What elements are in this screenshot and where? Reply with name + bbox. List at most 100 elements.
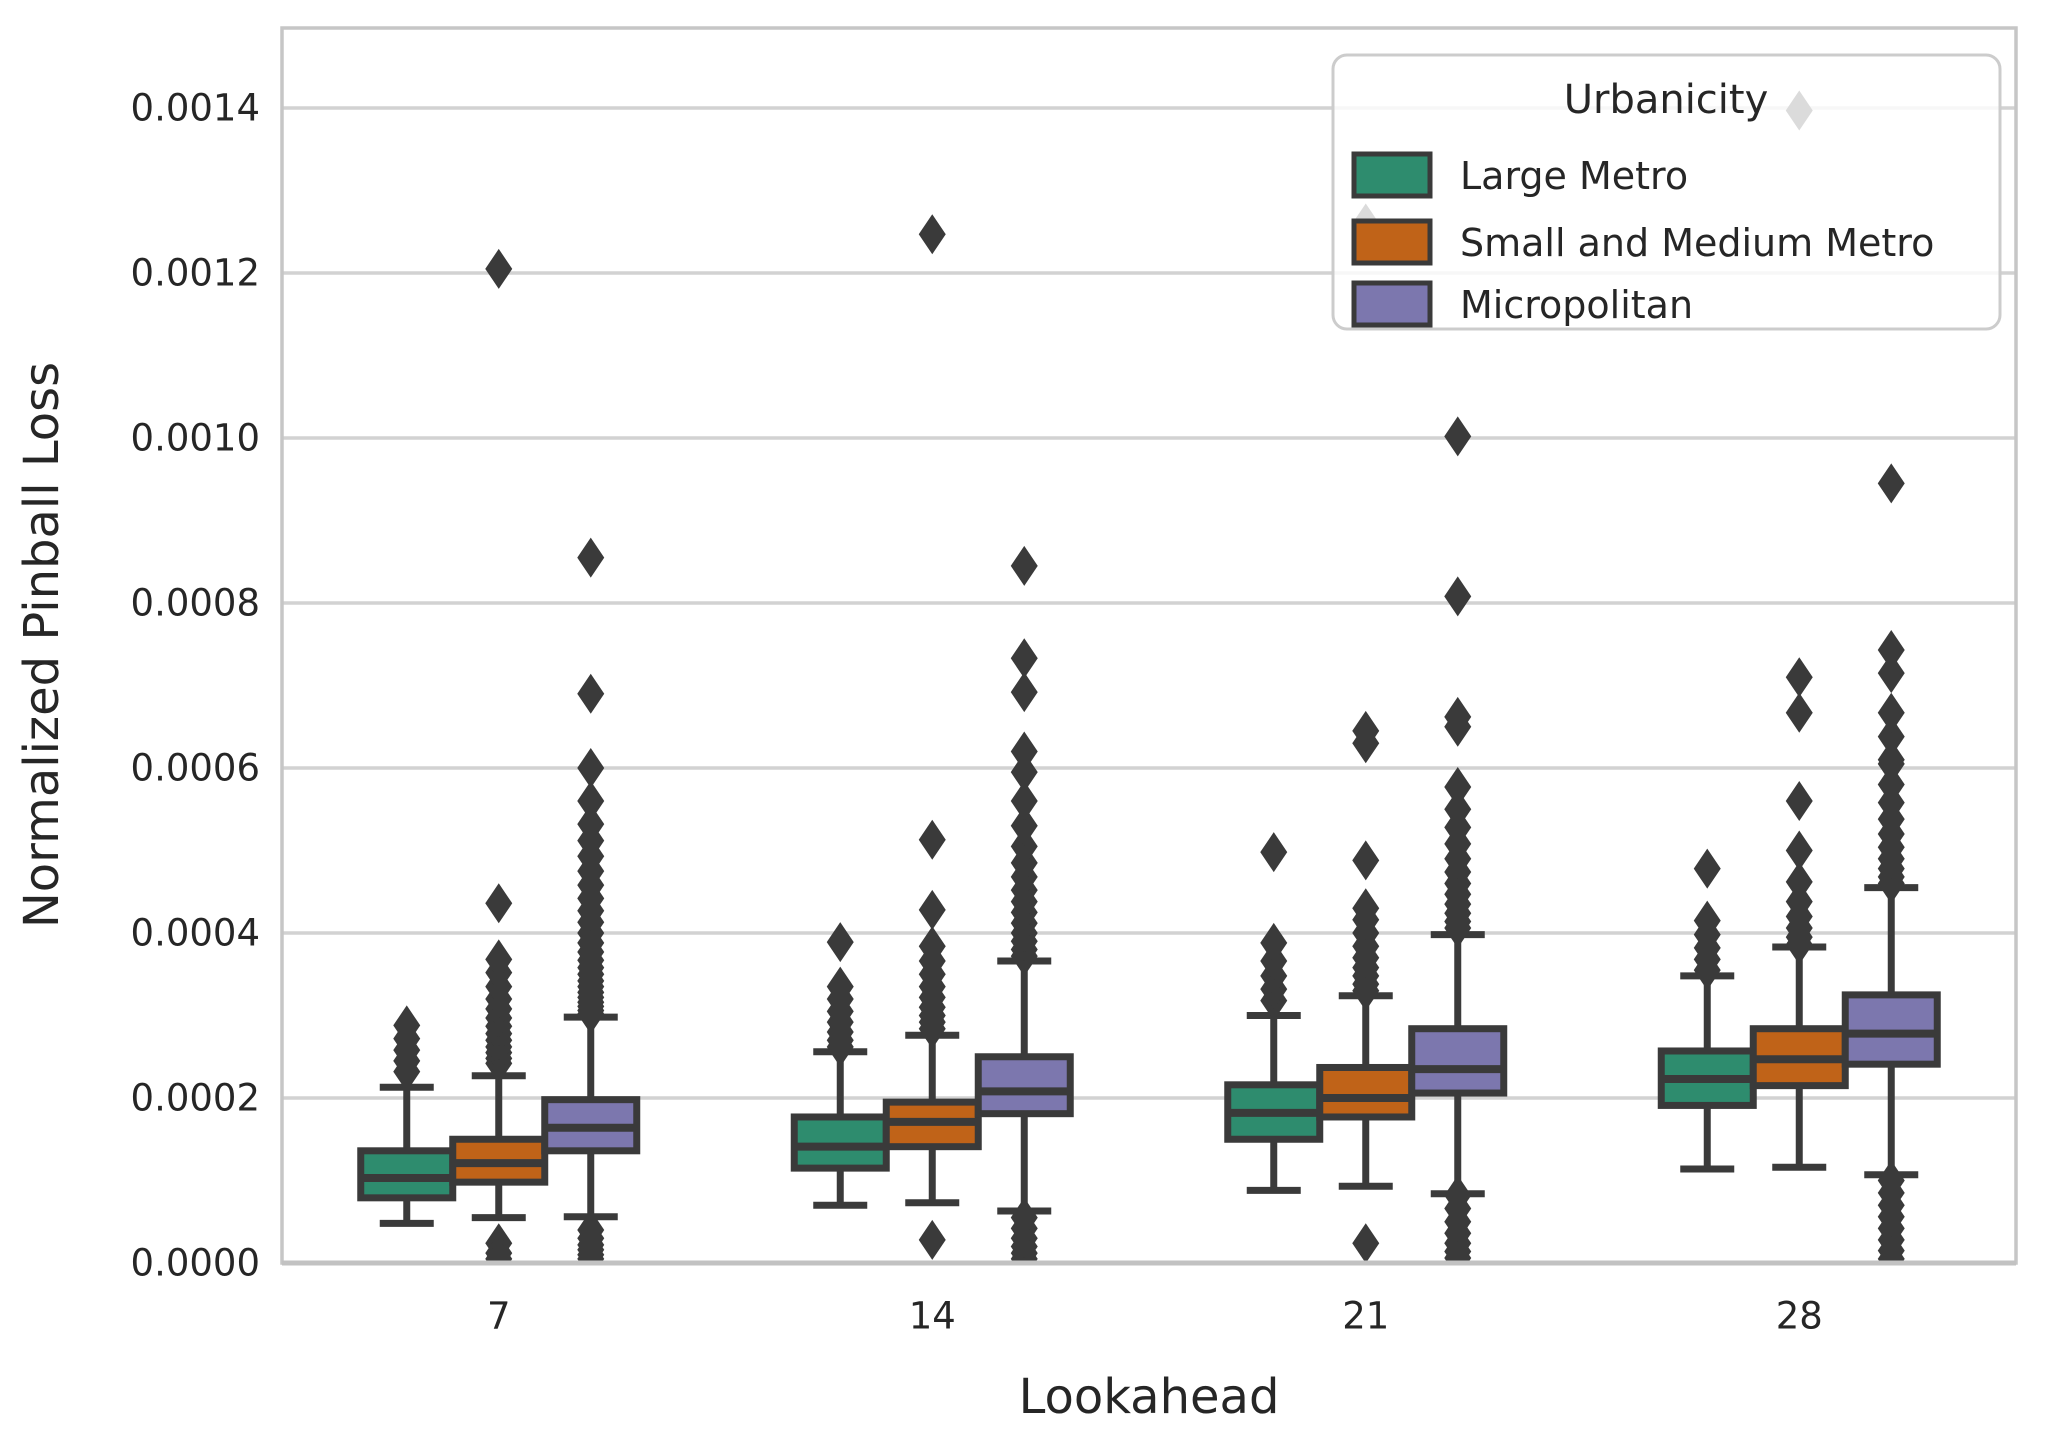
- x-tick-labels: 7 14 21 28: [487, 1295, 1823, 1338]
- outlier-diamond: [1785, 861, 1813, 902]
- outlier-diamond: [918, 889, 946, 930]
- outlier-diamond: [1444, 576, 1472, 617]
- outlier-diamond: [918, 819, 946, 860]
- outlier-diamond: [1010, 1197, 1038, 1238]
- outlier-diamond: [1352, 888, 1380, 929]
- outlier-diamond: [1444, 766, 1472, 807]
- outlier-diamond: [1352, 1223, 1380, 1263]
- outlier-diamond: [1785, 692, 1813, 733]
- outlier-diamond: [1877, 630, 1905, 671]
- y-tick-label: 0.0004: [131, 912, 260, 955]
- outlier-diamond: [577, 673, 605, 714]
- outlier-diamond: [577, 804, 605, 845]
- legend-swatch-small-and-medium-metro: [1351, 218, 1433, 266]
- box-small-and-medium-metro-lookahead-7: [449, 248, 549, 1263]
- outlier-diamond: [485, 883, 513, 924]
- outlier-diamond: [577, 537, 605, 578]
- outlier-diamond: [1010, 731, 1038, 772]
- x-tick-label: 7: [487, 1295, 511, 1338]
- x-tick-label: 21: [1342, 1295, 1389, 1338]
- outlier-diamond: [1877, 1160, 1905, 1201]
- legend-frame: [1331, 53, 2002, 331]
- x-tick-label: 14: [909, 1295, 956, 1338]
- outlier-diamond: [1444, 696, 1472, 737]
- box-small-and-medium-metro-lookahead-21: [1316, 203, 1416, 1263]
- outlier-diamond: [485, 1238, 513, 1263]
- y-tick-label: 0.0000: [131, 1242, 260, 1285]
- outlier-diamond: [1260, 922, 1288, 963]
- legend-swatch-micropolitan: [1351, 280, 1433, 328]
- legend-label-large-metro: Large Metro: [1460, 154, 1688, 198]
- legend-item-micropolitan: Micropolitan: [1351, 280, 1693, 328]
- outlier-diamond: [918, 214, 946, 255]
- outlier-diamond: [1010, 752, 1038, 793]
- outlier-diamond: [577, 1210, 605, 1251]
- outlier-diamond: [1877, 463, 1905, 504]
- box-large-metro-lookahead-14: [790, 922, 890, 1209]
- outlier-diamond: [1352, 710, 1380, 751]
- outlier-diamond: [1877, 692, 1905, 733]
- outlier-diamond: [1010, 805, 1038, 846]
- outlier-diamond: [1877, 716, 1905, 757]
- y-tick-label: 0.0002: [131, 1077, 260, 1120]
- outlier-diamond: [826, 966, 854, 1007]
- outlier-diamond: [1010, 638, 1038, 679]
- y-tick-label: 0.0010: [131, 417, 260, 460]
- outlier-diamond: [1352, 840, 1380, 881]
- y-tick-label: 0.0014: [131, 87, 260, 130]
- outlier-diamond: [1693, 900, 1721, 941]
- outlier-diamond: [1010, 826, 1038, 867]
- outlier-diamond: [918, 1219, 946, 1260]
- y-tick-label: 0.0006: [131, 747, 260, 790]
- y-tick-label: 0.0008: [131, 582, 260, 625]
- outlier-diamond: [1785, 830, 1813, 871]
- legend-item-small-and-medium-metro: Small and Medium Metro: [1351, 218, 1934, 266]
- box-micropolitan-lookahead-28: [1841, 463, 1941, 1263]
- outlier-diamond: [1877, 653, 1905, 694]
- box-large-metro-lookahead-21: [1224, 832, 1324, 1194]
- outlier-diamond: [1877, 764, 1905, 805]
- legend-label-micropolitan: Micropolitan: [1460, 283, 1693, 327]
- x-tick-label: 28: [1776, 1295, 1823, 1338]
- outlier-diamond: [1010, 672, 1038, 713]
- iqr-box: [1316, 1063, 1416, 1121]
- box-groups: [357, 90, 1941, 1263]
- outlier-diamond: [1260, 832, 1288, 873]
- outlier-diamond: [1693, 848, 1721, 889]
- legend-swatch-large-metro: [1351, 151, 1433, 199]
- outlier-diamond: [577, 781, 605, 822]
- legend-item-large-metro: Large Metro: [1351, 151, 1688, 199]
- iqr-box: [790, 1113, 890, 1172]
- outlier-diamond: [1444, 789, 1472, 830]
- outlier-diamond: [1785, 781, 1813, 822]
- outlier-diamond: [393, 1005, 421, 1046]
- legend-label-small-and-medium-metro: Small and Medium Metro: [1460, 221, 1934, 265]
- box-small-and-medium-metro-lookahead-14: [882, 214, 982, 1260]
- y-tick-labels: 0.0000 0.0002 0.0004 0.0006 0.0008 0.0010 0.00…: [131, 87, 260, 1285]
- outlier-diamond: [1785, 657, 1813, 698]
- outlier-diamond: [577, 748, 605, 789]
- x-axis-label: Lookahead: [1019, 1369, 1280, 1425]
- iqr-box: [1841, 991, 1941, 1068]
- y-tick-label: 0.0012: [131, 252, 260, 295]
- outlier-diamond: [1010, 545, 1038, 586]
- outlier-diamond: [1010, 781, 1038, 822]
- outlier-diamond: [485, 939, 513, 980]
- outlier-diamond: [1877, 739, 1905, 780]
- outlier-diamond: [918, 926, 946, 967]
- iqr-box: [974, 1053, 1074, 1118]
- box-micropolitan-lookahead-21: [1408, 416, 1508, 1263]
- box-large-metro-lookahead-7: [357, 1005, 457, 1227]
- y-axis-label: Normalized Pinball Loss: [14, 362, 70, 928]
- box-micropolitan-lookahead-7: [541, 537, 641, 1263]
- box-micropolitan-lookahead-14: [974, 545, 1074, 1263]
- outlier-diamond: [1444, 416, 1472, 457]
- legend-title: Urbanicity: [1564, 77, 1769, 123]
- legend: Urbanicity Large Metro Small and Medium …: [1331, 53, 2002, 331]
- outlier-diamond: [485, 248, 513, 289]
- outlier-diamond: [826, 922, 854, 963]
- outlier-diamond: [1444, 1175, 1472, 1216]
- iqr-box: [1408, 1025, 1508, 1097]
